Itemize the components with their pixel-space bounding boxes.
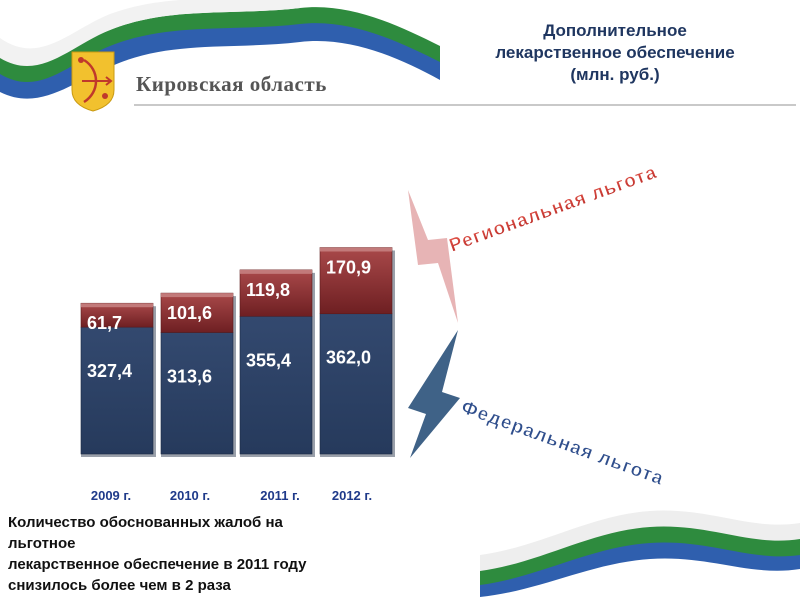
bar-regional-top: [161, 293, 233, 298]
bar-federal: [80, 326, 154, 455]
data-label-regional: 119,8: [246, 280, 290, 300]
bar-shadow: [153, 306, 156, 454]
regional-legend-label: Региональная льгота: [447, 162, 661, 257]
bar-regional: [239, 269, 313, 317]
footnote: Количество обоснованных жалоб на льготно…: [8, 512, 428, 596]
bar-regional-top: [81, 303, 153, 308]
bar-shadow: [233, 296, 236, 454]
x-tick-label: 2012 г.: [332, 488, 372, 503]
header-divider: [134, 104, 796, 106]
bar-shadow-bottom: [320, 454, 395, 457]
title-line-1: Дополнительное: [543, 21, 687, 40]
data-label-regional: 170,9: [326, 258, 371, 278]
federal-bracket-shape: [408, 330, 460, 458]
bar-shadow-bottom: [81, 454, 156, 457]
bar-federal: [160, 332, 234, 455]
bar-regional: [160, 292, 234, 333]
data-label-federal: 362,0: [326, 348, 371, 368]
footnote-line-1: Количество обоснованных жалоб на: [8, 514, 283, 531]
bar-shadow-bottom: [161, 454, 236, 457]
bar-federal: [319, 313, 393, 455]
bar-regional-top: [240, 269, 312, 274]
coat-of-arms-icon: [71, 51, 115, 112]
x-tick-label: 2009 г.: [91, 488, 131, 503]
bar-shadow: [312, 272, 315, 454]
bar-federal: [239, 315, 313, 455]
bar-shadow-bottom: [240, 454, 315, 457]
flag-ribbon-top: [0, 0, 440, 99]
flag-ribbon-bottom: [480, 510, 800, 597]
bar-regional: [319, 247, 393, 315]
data-label-federal: 355,4: [246, 350, 291, 370]
data-label-federal: 327,4: [87, 361, 132, 381]
chart-title: Дополнительное лекарственное обеспечение…: [430, 20, 800, 86]
region-name: Кировская область: [136, 72, 327, 96]
x-tick-label: 2010 г.: [170, 488, 210, 503]
x-tick-label: 2011 г.: [260, 488, 300, 503]
data-label-federal: 313,6: [167, 366, 212, 386]
footnote-line-3: лекарственное обеспечение в 2011 году: [8, 556, 307, 573]
title-line-2: лекарственное обеспечение: [495, 43, 735, 62]
data-label-regional: 61,7: [87, 313, 122, 333]
bar-regional-top: [320, 247, 392, 252]
title-line-3: (млн. руб.): [570, 65, 660, 84]
footnote-line-4: снизилось более чем в 2 раза: [8, 577, 231, 594]
bar-shadow: [392, 250, 395, 454]
federal-legend-label: Федеральная льгота: [458, 397, 666, 490]
footnote-line-2: льготное: [8, 535, 76, 552]
data-label-regional: 101,6: [167, 303, 212, 323]
regional-bracket-shape: [408, 190, 458, 323]
